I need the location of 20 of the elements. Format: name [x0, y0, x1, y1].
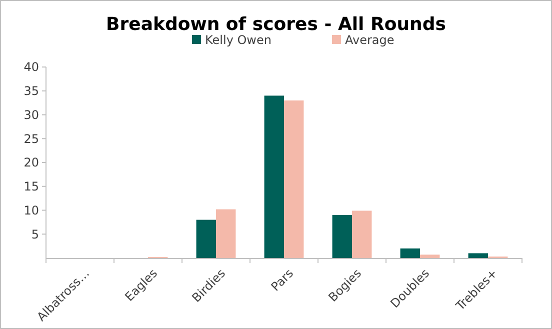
bar: [400, 248, 420, 258]
bar: [352, 210, 372, 258]
y-tick-label: 10: [24, 203, 39, 218]
bar: [332, 215, 352, 258]
bar: [468, 253, 488, 258]
bar: [216, 209, 236, 258]
bar: [420, 254, 440, 258]
y-tick-label: 5: [31, 227, 39, 242]
legend-label: Average: [345, 33, 394, 47]
bar: [284, 100, 304, 258]
legend-label: Kelly Owen: [205, 33, 272, 47]
bar: [264, 96, 284, 258]
y-tick-label: 25: [24, 132, 39, 146]
y-tick-label: 15: [24, 180, 39, 194]
y-tick-label: 20: [24, 156, 39, 170]
bar: [196, 220, 216, 258]
y-tick-label: 40: [24, 60, 39, 74]
y-tick-label: 30: [24, 108, 39, 122]
chart-title: Breakdown of scores - All Rounds: [106, 14, 446, 35]
y-tick-label: 35: [24, 84, 39, 98]
